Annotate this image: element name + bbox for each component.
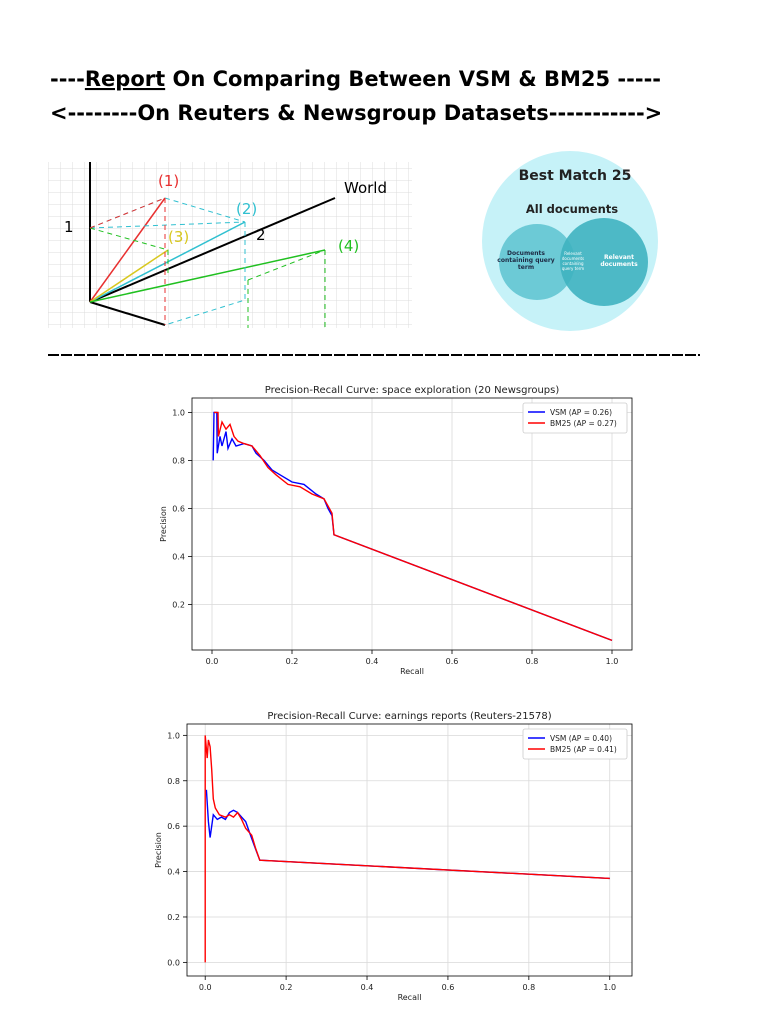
y-tick-label: 0.6 (167, 822, 180, 831)
label: (3) (168, 228, 189, 246)
y-tick-label: 1.0 (167, 731, 180, 740)
x-tick-label: 0.6 (446, 657, 459, 666)
series-line (204, 735, 610, 963)
left-label: Documents containing query term (497, 250, 555, 271)
outer-label: All documents (526, 202, 618, 216)
x-tick-label: 0.2 (280, 983, 293, 992)
label: 1 (64, 218, 74, 236)
plot-area (187, 724, 632, 976)
x-tick-label: 0.8 (522, 983, 535, 992)
header-line2: <--------On Reuters & Newsgroup Datasets… (50, 101, 662, 125)
plot-frame (186, 723, 633, 977)
plot-frame (191, 397, 633, 651)
label: (1) (158, 172, 179, 190)
series-line (214, 411, 613, 642)
y-tick-label: 0.8 (172, 456, 185, 465)
legend-label: BM25 (AP = 0.27) (550, 419, 617, 428)
rest: On Comparing Between VSM & BM25 ----- (165, 67, 661, 91)
label: (2) (236, 200, 257, 218)
x-tick-label: 1.0 (606, 657, 619, 666)
bm25-diagram: Best Match 25 All documents Documents co… (482, 151, 658, 331)
left-label-box: Documents containing query term (497, 250, 555, 271)
plot-area (192, 398, 632, 650)
axis (89, 301, 166, 326)
y-tick-label: 0.4 (167, 868, 180, 877)
x-axis-label: Recall (400, 667, 424, 676)
x-tick-label: 0.4 (361, 983, 374, 992)
right-set (560, 218, 648, 306)
x-tick-label: 0.8 (526, 657, 539, 666)
y-axis-label: Precision (154, 832, 163, 868)
x-tick-label: 1.0 (603, 983, 616, 992)
x-tick-label: 0.4 (366, 657, 379, 666)
x-tick-label: 0.6 (442, 983, 455, 992)
label: World (344, 179, 387, 197)
chart: 0.0 0.2 0.4 0.6 0.8 1.0 0.2 0.4 0.6 0.8 1.0 Precisi… (159, 385, 633, 676)
vector (89, 249, 169, 303)
legend-label: VSM (AP = 0.40) (550, 734, 612, 743)
legend-box (522, 728, 628, 760)
y-tick-label: 0.4 (172, 552, 185, 561)
chart: 0.0 0.2 0.4 0.6 0.8 1.0 0.0 0.2 0.4 0.6 0.8 1.0 Prec… (154, 711, 633, 1002)
guide (89, 227, 326, 328)
label: 2 (256, 226, 266, 244)
y-tick-label: 1.0 (172, 408, 185, 417)
guide (89, 197, 166, 325)
y-tick-label: 0.2 (167, 913, 180, 922)
x-tick-label: 0.2 (286, 657, 299, 666)
y-axis-label: Precision (159, 506, 168, 542)
y-tick-label: 0.6 (172, 504, 185, 513)
chart-title: Precision-Recall Curve: earnings reports… (267, 711, 551, 722)
vector (89, 197, 166, 303)
y-tick-label: 0.8 (167, 777, 180, 786)
legend-box (522, 402, 628, 434)
right-label: Relevant documents (600, 254, 638, 268)
label: (4) (338, 237, 359, 255)
x-tick-label: 0.0 (206, 657, 219, 666)
middle-label: Relevant documents containing query term (561, 251, 585, 271)
y-tick-label: 0.0 (167, 958, 180, 967)
middle-label-box: Relevant documents containing query term (561, 251, 585, 271)
x-tick-label: 0.0 (199, 983, 212, 992)
vector (89, 249, 326, 303)
vsm-diagram: (1) (2) (3) (4) World 1 2 (48, 162, 412, 328)
series-line (205, 789, 610, 880)
right-label-box: Relevant documents (600, 254, 638, 268)
grid-background (48, 162, 412, 328)
axis (89, 197, 336, 303)
x-axis-label: Recall (398, 993, 422, 1002)
header-line1: ----Report On Comparing Between VSM & BM… (50, 67, 661, 91)
diagram-title: Best Match 25 (519, 168, 632, 184)
chart-title: Precision-Recall Curve: space exploratio… (265, 385, 560, 396)
underlined-word: Report (85, 67, 165, 91)
legend-label: VSM (AP = 0.26) (550, 408, 612, 417)
prefix: ---- (50, 67, 85, 91)
legend-label: BM25 (AP = 0.41) (550, 745, 617, 754)
y-tick-label: 0.2 (172, 600, 185, 609)
left-set (499, 224, 575, 300)
